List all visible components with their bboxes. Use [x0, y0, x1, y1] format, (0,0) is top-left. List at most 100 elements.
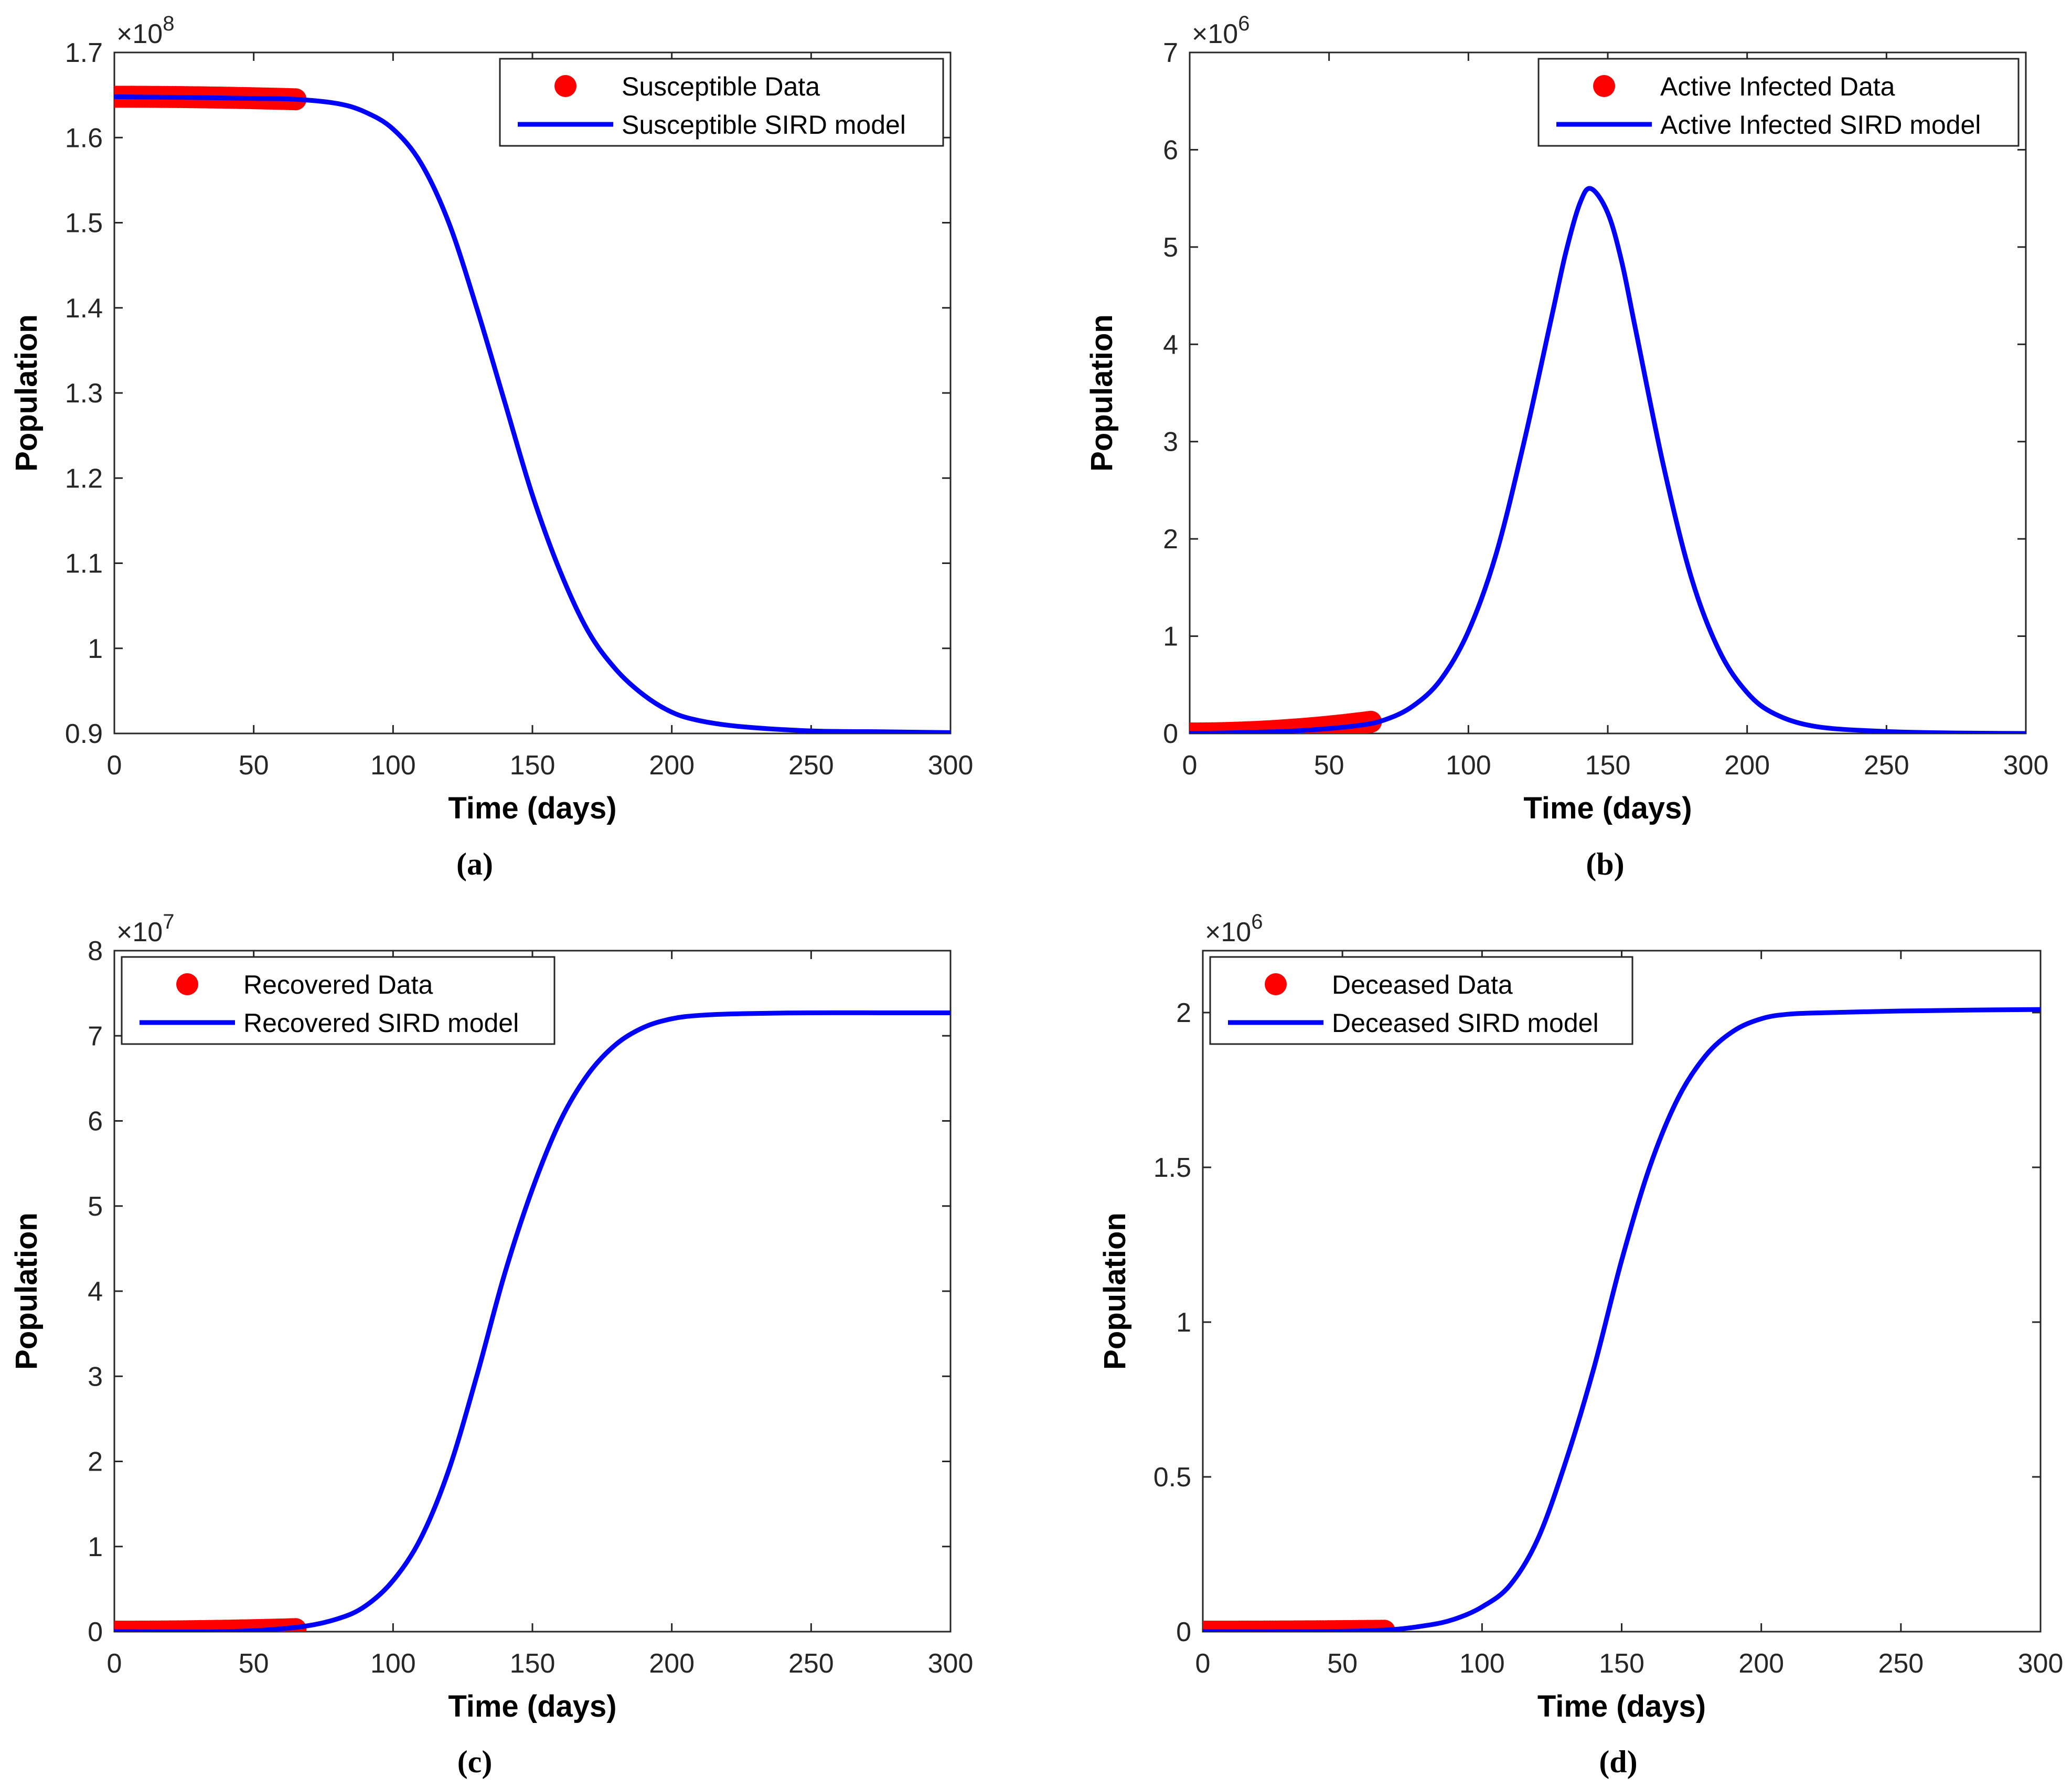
y-tick-label: 7	[88, 1021, 103, 1051]
x-axis-label: Time (days)	[448, 1689, 616, 1723]
y-axis-label: Population	[9, 314, 44, 472]
x-tick-label: 200	[1724, 750, 1770, 781]
plot-area	[1203, 1007, 2041, 1632]
x-tick-label: 300	[2003, 750, 2049, 781]
y-tick-label: 3	[88, 1361, 103, 1392]
y-tick-label: 0.9	[65, 719, 103, 749]
x-tick-label: 300	[2018, 1648, 2064, 1679]
y-tick-label: 2	[1163, 524, 1178, 555]
y-exponent-power: 6	[1238, 12, 1249, 35]
y-tick-label: 1	[88, 1532, 103, 1562]
panel-label: (c)	[457, 1744, 493, 1779]
y-tick-label: 1.4	[65, 293, 103, 324]
y-tick-label: 6	[1163, 135, 1178, 165]
y-axis-label: Population	[1085, 314, 1119, 472]
axes-frame	[1202, 950, 2042, 1633]
x-tick-label: 300	[928, 750, 974, 781]
axes-frame	[1189, 51, 2027, 735]
x-axis-label: Time (days)	[448, 791, 616, 825]
y-tick-label: 2	[1176, 998, 1191, 1028]
x-tick-label: 200	[649, 750, 695, 781]
x-tick-label: 0	[107, 750, 122, 781]
y-tick-label: 0	[88, 1617, 103, 1647]
legend-data-marker	[1593, 75, 1615, 97]
legend-model-label: Recovered SIRD model	[243, 1008, 519, 1038]
legend-data-marker	[176, 973, 198, 995]
x-tick-label: 250	[1864, 750, 1909, 781]
x-tick-label: 200	[1738, 1648, 1784, 1679]
legend-model-label: Active Infected SIRD model	[1660, 110, 1981, 140]
y-tick-label: 1.3	[65, 378, 103, 409]
model-series-line	[1203, 1007, 2041, 1632]
y-tick-label: 1	[88, 634, 103, 664]
legend-model-label: Deceased SIRD model	[1332, 1008, 1599, 1038]
legend-box	[121, 956, 556, 1045]
legend-model-label: Susceptible SIRD model	[622, 110, 906, 140]
x-tick-label: 50	[1327, 1648, 1358, 1679]
plot-area	[114, 1010, 950, 1632]
y-tick-label: 1.2	[65, 463, 103, 494]
y-exponent-base: ×10	[1192, 19, 1238, 49]
x-tick-label: 0	[1195, 1648, 1211, 1679]
legend-box	[1537, 58, 2020, 147]
plot-area	[1190, 186, 2026, 733]
x-tick-label: 250	[788, 1648, 834, 1679]
panel-a: 0 50 100 150 200 250 300 0.9 1 1.1 1.2 1.3 1.4 1.5 1.6…	[9, 12, 973, 881]
x-tick-label: 150	[510, 1648, 556, 1679]
y-tick-label: 1.1	[65, 549, 103, 579]
y-exponent-power: 6	[1251, 910, 1263, 933]
x-tick-label: 50	[1314, 750, 1344, 781]
y-tick-label: 4	[88, 1276, 103, 1307]
plot-area	[114, 86, 950, 733]
legend-data-label: Susceptible Data	[622, 72, 820, 101]
y-exponent-power: 8	[163, 12, 174, 35]
x-tick-label: 50	[239, 1648, 269, 1679]
y-tick-label: 1.5	[65, 208, 103, 239]
legend-data-label: Deceased Data	[1332, 970, 1513, 999]
x-tick-label: 100	[370, 750, 416, 781]
y-exponent-label: ×106	[1192, 12, 1249, 49]
y-exponent-base: ×10	[116, 19, 163, 49]
x-axis-label: Time (days)	[1537, 1689, 1706, 1723]
x-tick-label: 250	[1878, 1648, 1924, 1679]
panel-d: 0 50 100 150 200 250 300 0 0.5 1 1.5 2 ×106 Time (day…	[1098, 910, 2063, 1779]
y-exponent-label: ×107	[116, 910, 174, 948]
y-exponent-label: ×108	[116, 12, 174, 49]
x-axis-label: Time (days)	[1523, 791, 1692, 825]
y-tick-label: 8	[88, 936, 103, 966]
x-tick-label: 250	[788, 750, 834, 781]
x-tick-label: 150	[1599, 1648, 1644, 1679]
y-tick-label: 1.6	[65, 123, 103, 153]
legend: Active Infected Data Active Infected SIRD…	[1537, 58, 2020, 147]
y-tick-label: 4	[1163, 329, 1178, 360]
model-series-line	[114, 94, 950, 733]
x-tick-label: 300	[928, 1648, 974, 1679]
y-exponent-base: ×10	[1205, 917, 1251, 948]
y-axis-label: Population	[1098, 1212, 1132, 1370]
y-tick-label: 6	[88, 1106, 103, 1137]
y-tick-label: 1	[1176, 1307, 1191, 1338]
y-exponent-label: ×106	[1205, 910, 1263, 948]
y-tick-label: 3	[1163, 427, 1178, 457]
y-tick-label: 2	[88, 1447, 103, 1477]
x-tick-label: 0	[1182, 750, 1198, 781]
x-tick-label: 150	[1585, 750, 1631, 781]
y-axis-label: Population	[9, 1212, 44, 1370]
y-tick-label: 1.5	[1154, 1153, 1191, 1183]
legend-data-label: Recovered Data	[243, 970, 433, 999]
legend: Susceptible Data Susceptible SIRD model	[499, 58, 944, 147]
y-exponent-power: 7	[163, 910, 174, 933]
panel-label: (b)	[1586, 847, 1624, 881]
y-tick-label: 0	[1163, 719, 1178, 749]
x-tick-label: 150	[510, 750, 556, 781]
panel-label: (a)	[456, 847, 493, 881]
legend-data-label: Active Infected Data	[1660, 72, 1895, 101]
y-tick-label: 5	[88, 1191, 103, 1222]
legend-data-marker	[1265, 973, 1287, 995]
axes-frame	[113, 51, 952, 735]
panel-label: (d)	[1599, 1744, 1637, 1779]
y-tick-label: 7	[1163, 38, 1178, 68]
